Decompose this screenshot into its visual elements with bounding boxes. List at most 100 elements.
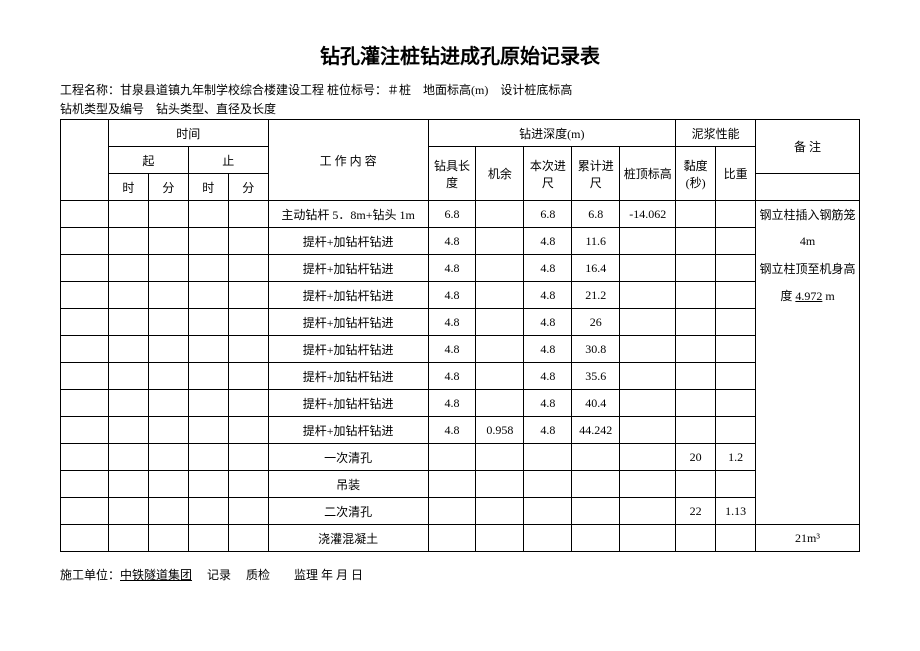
cell-remark xyxy=(756,471,860,498)
cell-blank xyxy=(61,336,109,363)
cell-remark xyxy=(756,417,860,444)
cell-cum: 30.8 xyxy=(572,336,620,363)
cell-this: 4.8 xyxy=(524,228,572,255)
cell-blank xyxy=(228,309,268,336)
cell-top xyxy=(620,390,676,417)
cell-blank xyxy=(108,363,148,390)
cell-visc xyxy=(676,228,716,255)
cell-content: 吊装 xyxy=(268,471,428,498)
cell-sg xyxy=(716,336,756,363)
cell-blank xyxy=(61,282,109,309)
cell-tool xyxy=(428,471,476,498)
cell-blank xyxy=(108,201,148,228)
cell-remark: 钢立柱顶至机身高 xyxy=(756,255,860,282)
cell-cum: 16.4 xyxy=(572,255,620,282)
cell-tool xyxy=(428,498,476,525)
meta-line-2: 钻机类型及编号 钻头类型、直径及长度 xyxy=(60,100,860,117)
cell-tool: 4.8 xyxy=(428,255,476,282)
cell-content: 提杆+加钻杆钻进 xyxy=(268,309,428,336)
cell-remark xyxy=(756,309,860,336)
cell-cum: 26 xyxy=(572,309,620,336)
cell-top xyxy=(620,282,676,309)
cell-top xyxy=(620,309,676,336)
cell-blank xyxy=(228,363,268,390)
cell-blank xyxy=(148,282,188,309)
cell-blank xyxy=(61,444,109,471)
cell-visc xyxy=(676,282,716,309)
table-row: 吊装 xyxy=(61,471,860,498)
cell-sg: 1.2 xyxy=(716,444,756,471)
cell-remain xyxy=(476,444,524,471)
table-row: 提杆+加钻杆钻进4.80.9584.844.242 xyxy=(61,417,860,444)
cell-blank xyxy=(108,336,148,363)
cell-visc xyxy=(676,201,716,228)
cell-cum xyxy=(572,444,620,471)
cell-remark: 21m³ xyxy=(756,525,860,552)
cell-blank xyxy=(228,444,268,471)
cell-remain xyxy=(476,201,524,228)
col-start: 起 xyxy=(108,147,188,174)
table-row: 提杆+加钻杆钻进4.84.835.6 xyxy=(61,363,860,390)
cell-content: 二次清孔 xyxy=(268,498,428,525)
cell-remain xyxy=(476,255,524,282)
col-remark: 备 注 xyxy=(756,120,860,174)
cell-cum xyxy=(572,471,620,498)
cell-sg xyxy=(716,282,756,309)
col-start-min: 分 xyxy=(148,174,188,201)
cell-content: 提杆+加钻杆钻进 xyxy=(268,336,428,363)
cell-top xyxy=(620,471,676,498)
footer-rest: 记录 质检 监理 年 月 日 xyxy=(192,568,363,582)
cell-blank xyxy=(148,201,188,228)
table-row: 提杆+加钻杆钻进4.84.826 xyxy=(61,309,860,336)
cell-blank xyxy=(188,255,228,282)
cell-remain xyxy=(476,282,524,309)
table-row: 提杆+加钻杆钻进4.84.816.4钢立柱顶至机身高 xyxy=(61,255,860,282)
table-row: 一次清孔201.2 xyxy=(61,444,860,471)
cell-remain xyxy=(476,228,524,255)
col-work-content: 工 作 内 容 xyxy=(268,120,428,201)
cell-blank xyxy=(188,282,228,309)
cell-tool: 4.8 xyxy=(428,309,476,336)
cell-this: 4.8 xyxy=(524,255,572,282)
cell-visc xyxy=(676,471,716,498)
cell-this: 4.8 xyxy=(524,390,572,417)
cell-blank xyxy=(148,525,188,552)
cell-blank xyxy=(148,471,188,498)
cell-top xyxy=(620,363,676,390)
cell-blank xyxy=(108,444,148,471)
cell-blank xyxy=(148,390,188,417)
col-mud: 泥浆性能 xyxy=(676,120,756,147)
cell-this xyxy=(524,498,572,525)
cell-visc: 22 xyxy=(676,498,716,525)
cell-blank xyxy=(228,390,268,417)
cell-top: -14.062 xyxy=(620,201,676,228)
cell-blank xyxy=(61,498,109,525)
cell-visc xyxy=(676,417,716,444)
cell-blank xyxy=(228,525,268,552)
cell-cum xyxy=(572,525,620,552)
meta-line-1: 工程名称：甘泉县道镇九年制学校综合楼建设工程 桩位标号：＃桩 地面标高(m) 设… xyxy=(60,81,860,98)
cell-this: 4.8 xyxy=(524,282,572,309)
cell-content: 提杆+加钻杆钻进 xyxy=(268,255,428,282)
cell-blank xyxy=(188,417,228,444)
col-viscosity: 黏度(秒) xyxy=(676,147,716,201)
cell-blank xyxy=(188,525,228,552)
cell-top xyxy=(620,444,676,471)
cell-remark xyxy=(756,498,860,525)
cell-sg xyxy=(716,525,756,552)
cell-tool: 4.8 xyxy=(428,363,476,390)
cell-remark xyxy=(756,444,860,471)
cell-blank xyxy=(108,228,148,255)
cell-cum: 44.242 xyxy=(572,417,620,444)
cell-blank xyxy=(61,525,109,552)
cell-blank xyxy=(188,228,228,255)
cell-tool: 4.8 xyxy=(428,417,476,444)
table-row: 浇灌混凝土21m³ xyxy=(61,525,860,552)
cell-sg xyxy=(716,255,756,282)
cell-blank xyxy=(228,336,268,363)
cell-this: 4.8 xyxy=(524,309,572,336)
table-row: 提杆+加钻杆钻进4.84.840.4 xyxy=(61,390,860,417)
cell-remain: 0.958 xyxy=(476,417,524,444)
cell-blank xyxy=(228,228,268,255)
cell-content: 提杆+加钻杆钻进 xyxy=(268,228,428,255)
